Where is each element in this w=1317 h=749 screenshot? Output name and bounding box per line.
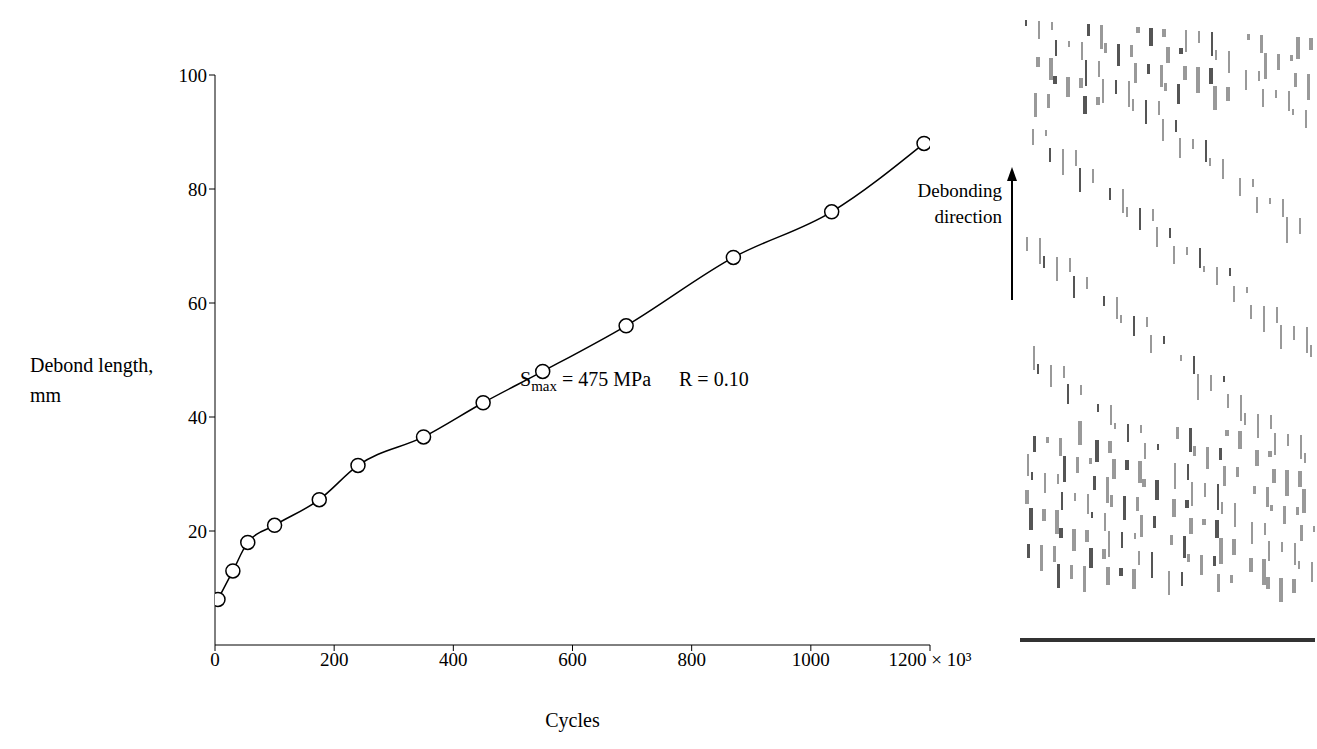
svg-text:Cycles: Cycles <box>545 709 600 732</box>
svg-text:80: 80 <box>188 179 207 200</box>
html-text:mm: mm <box>30 384 62 406</box>
svg-text:800: 800 <box>677 649 706 670</box>
svg-text:40: 40 <box>188 407 207 428</box>
svg-text:100: 100 <box>179 65 208 86</box>
html-text:R = 0.10: R = 0.10 <box>679 368 749 390</box>
svg-text:400: 400 <box>439 649 468 670</box>
html-text:Debonding: Debonding <box>917 180 1002 201</box>
html-text:Debond length,: Debond length, <box>30 354 154 376</box>
svg-text:600: 600 <box>558 649 587 670</box>
html-text:direction: direction <box>934 206 1002 227</box>
svg-text:1000: 1000 <box>792 649 830 670</box>
svg-text:0: 0 <box>210 649 220 670</box>
svg-text:1200 × 10³: 1200 × 10³ <box>889 649 972 670</box>
svg-text:200: 200 <box>320 649 349 670</box>
svg-text:60: 60 <box>188 293 207 314</box>
html-text:Smax = 475 MPa: Smax = 475 MPa <box>520 368 651 394</box>
svg-text:20: 20 <box>188 521 207 542</box>
